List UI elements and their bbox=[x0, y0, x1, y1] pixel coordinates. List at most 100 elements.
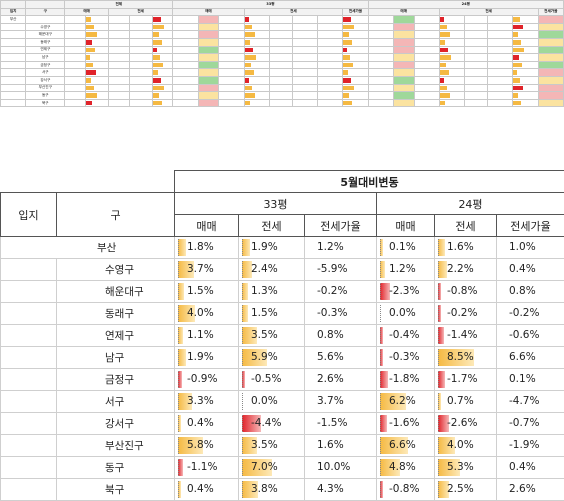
thumb-cell bbox=[414, 16, 439, 24]
header-location: 입지 bbox=[1, 193, 57, 237]
cell-value: 2.4% bbox=[239, 259, 304, 280]
thumb-cell bbox=[414, 23, 439, 31]
thumb-bar bbox=[153, 101, 162, 106]
thumb-cell bbox=[129, 69, 152, 77]
thumb-cell: 부산진구 bbox=[26, 84, 65, 92]
cell-trade-33: -0.9% bbox=[175, 369, 239, 391]
row-location-cell bbox=[1, 457, 57, 479]
thumb-cell bbox=[465, 16, 488, 24]
cell-value: 1.9% bbox=[175, 347, 238, 368]
row-district-label: 동구 bbox=[57, 457, 175, 479]
thumb-cell bbox=[85, 69, 108, 77]
thumb-cell bbox=[108, 38, 129, 46]
thumb-row: 북구 bbox=[1, 99, 564, 107]
thumb-cell bbox=[244, 38, 269, 46]
cell-trade-24: -2.3% bbox=[377, 281, 435, 303]
thumb-cell bbox=[488, 84, 513, 92]
thumb-bar bbox=[153, 25, 164, 30]
thumb-cell bbox=[85, 16, 108, 24]
thumb-cell bbox=[173, 92, 198, 100]
thumb-bar bbox=[153, 70, 158, 75]
thumb-cell bbox=[269, 23, 292, 31]
thumb-cell bbox=[1, 54, 26, 62]
thumb-cell bbox=[173, 69, 198, 77]
thumb-cell bbox=[318, 38, 343, 46]
cell-value: 3.3% bbox=[175, 391, 238, 412]
thumb-bar bbox=[245, 93, 255, 98]
thumb-bar bbox=[245, 25, 252, 30]
cell-ratio-33: -5.9% bbox=[305, 259, 377, 281]
thumb-cell bbox=[152, 31, 173, 39]
thumb-cell bbox=[65, 23, 86, 31]
thumb-cell bbox=[538, 23, 563, 31]
thumb-cell bbox=[488, 46, 513, 54]
cell-rent-24: 1.6% bbox=[435, 237, 497, 259]
thumb-cell bbox=[439, 76, 464, 84]
thumb-bar bbox=[343, 55, 350, 60]
cell-value: 5.8% bbox=[175, 435, 238, 456]
cell-trade-24: -1.8% bbox=[377, 369, 435, 391]
cell-ratio-33: 1.2% bbox=[305, 237, 377, 259]
thumb-row: 강서구 bbox=[1, 76, 564, 84]
cell-value: -4.4% bbox=[239, 413, 304, 434]
cell-trade-33: 1.9% bbox=[175, 347, 239, 369]
cell-rent-24: -0.2% bbox=[435, 303, 497, 325]
cell-ratio-33: 10.0% bbox=[305, 457, 377, 479]
thumb-cell bbox=[219, 84, 244, 92]
thumb-cell bbox=[269, 54, 292, 62]
thumb-cell bbox=[393, 69, 414, 77]
thumb-cell bbox=[269, 31, 292, 39]
thumb-cell bbox=[65, 54, 86, 62]
cell-trade-24: 0.0% bbox=[377, 303, 435, 325]
cell-value: -1.7% bbox=[435, 369, 496, 390]
row-location-cell bbox=[1, 325, 57, 347]
thumb-cell bbox=[198, 92, 219, 100]
thumb-cell bbox=[465, 61, 488, 69]
cell-value: 1.9% bbox=[239, 237, 304, 258]
thumb-cell bbox=[414, 54, 439, 62]
thumb-bar bbox=[440, 86, 447, 91]
cell-trade-33: -1.1% bbox=[175, 457, 239, 479]
cell-value: 0.8% bbox=[305, 325, 376, 346]
thumb-cell bbox=[393, 23, 414, 31]
thumb-bar bbox=[513, 93, 518, 98]
cell-trade-33: 5.8% bbox=[175, 435, 239, 457]
thumb-cell bbox=[198, 99, 219, 107]
row-district-label: 남구 bbox=[57, 347, 175, 369]
thumb-cell bbox=[198, 69, 219, 77]
cell-value: -2.6% bbox=[435, 413, 496, 434]
cell-trade-33: 0.4% bbox=[175, 479, 239, 501]
thumb-cell bbox=[465, 31, 488, 39]
cell-value: 5.3% bbox=[435, 457, 496, 478]
cell-value: 0.4% bbox=[175, 413, 238, 434]
thumb-cell bbox=[513, 99, 538, 107]
thumb-cell bbox=[538, 61, 563, 69]
thumb-cell bbox=[343, 23, 368, 31]
cell-value: -0.3% bbox=[305, 303, 376, 324]
thumb-cell bbox=[198, 76, 219, 84]
thumb-cell bbox=[465, 38, 488, 46]
thumb-cell bbox=[343, 16, 368, 24]
thumb-bar bbox=[513, 78, 520, 83]
cell-ratio-24: -0.2% bbox=[497, 303, 564, 325]
thumb-bar bbox=[343, 63, 353, 68]
thumb-cell bbox=[292, 16, 317, 24]
thumb-cell bbox=[343, 61, 368, 69]
cell-value: 0.8% bbox=[497, 281, 564, 302]
thumb-cell bbox=[219, 69, 244, 77]
thumb-cell bbox=[244, 92, 269, 100]
thumb-cell bbox=[269, 46, 292, 54]
thumb-cell bbox=[538, 54, 563, 62]
thumb-cell bbox=[1, 76, 26, 84]
cell-value: 0.0% bbox=[377, 303, 434, 324]
thumb-cell bbox=[129, 31, 152, 39]
thumb-cell bbox=[318, 23, 343, 31]
thumb-cell: 서구 bbox=[26, 69, 65, 77]
thumb-cell bbox=[152, 99, 173, 107]
cell-rent-33: 3.5% bbox=[239, 325, 305, 347]
thumb-cell bbox=[108, 46, 129, 54]
thumb-cell: 매매 bbox=[173, 8, 244, 16]
